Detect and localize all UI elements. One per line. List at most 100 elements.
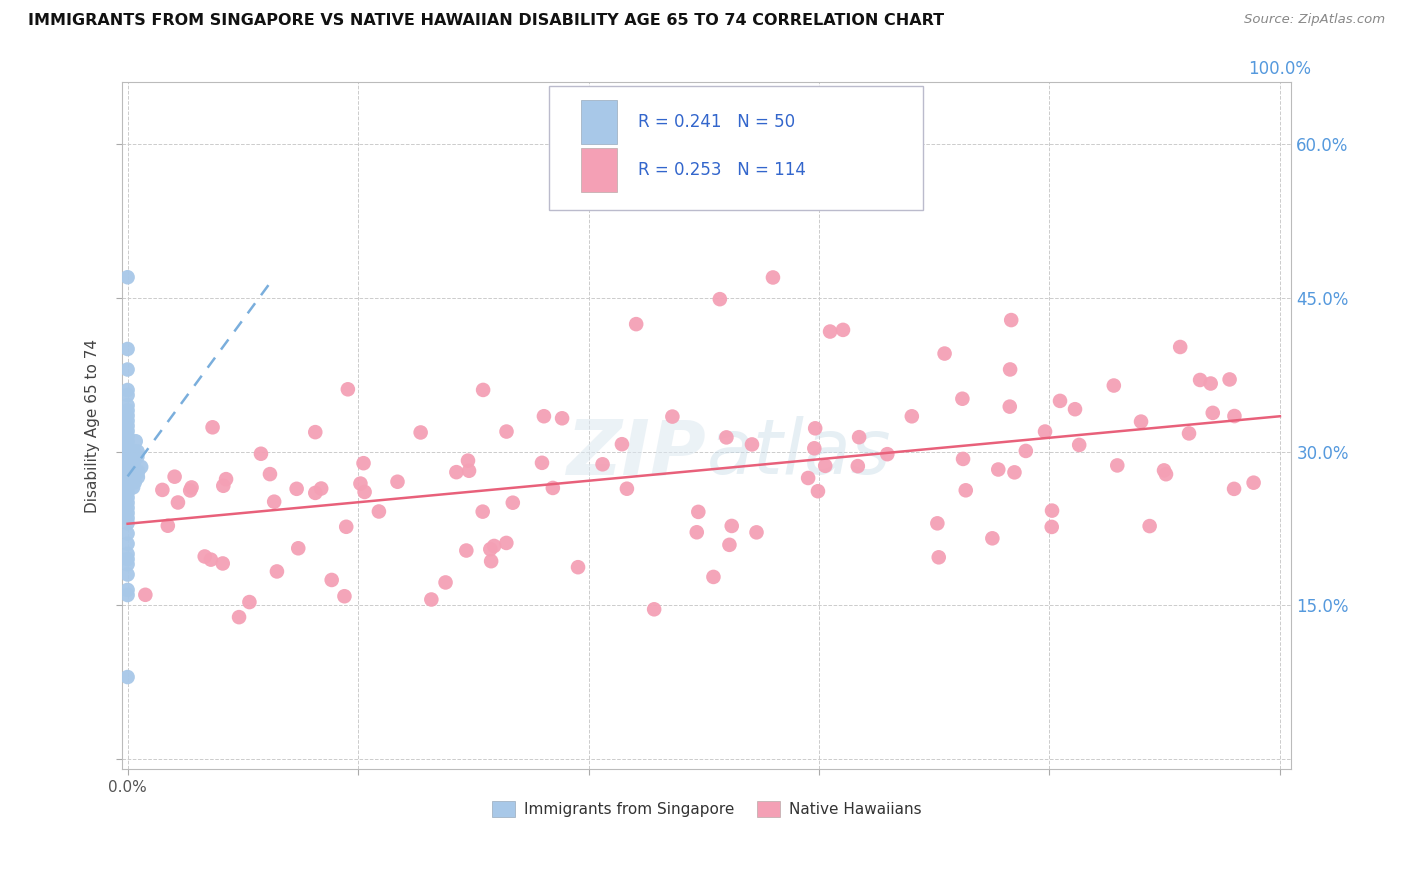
Point xyxy=(304,486,326,500)
Point xyxy=(129,459,152,474)
Point xyxy=(122,480,145,494)
Point xyxy=(250,447,273,461)
Point xyxy=(1000,313,1022,327)
Point xyxy=(848,430,870,444)
Point xyxy=(741,437,763,451)
Point xyxy=(349,476,371,491)
Point xyxy=(212,479,235,493)
Point xyxy=(1223,482,1246,496)
Point xyxy=(1130,415,1153,429)
Point xyxy=(117,506,139,520)
Y-axis label: Disability Age 65 to 74: Disability Age 65 to 74 xyxy=(86,339,100,513)
Point xyxy=(434,575,457,590)
Point xyxy=(998,400,1021,414)
Point xyxy=(479,542,502,557)
Point xyxy=(814,458,837,473)
Point xyxy=(117,567,139,582)
Point xyxy=(458,464,481,478)
Point xyxy=(167,495,190,509)
Point xyxy=(238,595,260,609)
Point xyxy=(117,414,139,428)
Point xyxy=(1064,402,1087,417)
Point xyxy=(117,480,139,494)
Point xyxy=(179,483,201,498)
Point xyxy=(502,496,524,510)
Point xyxy=(832,323,855,337)
Point xyxy=(1202,406,1225,420)
Point xyxy=(1107,458,1129,473)
Point xyxy=(121,450,143,464)
Point xyxy=(125,434,148,449)
Point xyxy=(720,519,742,533)
Legend: Immigrants from Singapore, Native Hawaiians: Immigrants from Singapore, Native Hawaii… xyxy=(485,796,928,823)
Point xyxy=(117,418,139,433)
Point xyxy=(624,317,647,331)
Point xyxy=(117,511,139,525)
Point xyxy=(807,484,830,499)
Text: atlas: atlas xyxy=(707,417,891,491)
Point xyxy=(309,482,332,496)
Point xyxy=(200,552,222,566)
Point xyxy=(287,541,309,556)
Point xyxy=(117,450,139,464)
Point xyxy=(472,383,495,397)
Point xyxy=(117,388,139,402)
Point xyxy=(981,531,1004,545)
Point xyxy=(117,398,139,412)
Point xyxy=(336,382,359,396)
Point xyxy=(846,459,869,474)
Point xyxy=(686,525,709,540)
Point xyxy=(1154,467,1177,482)
Text: Source: ZipAtlas.com: Source: ZipAtlas.com xyxy=(1244,13,1385,27)
Point xyxy=(803,442,825,456)
Point xyxy=(1219,372,1241,386)
Point xyxy=(876,447,898,461)
Point xyxy=(1168,340,1191,354)
Point xyxy=(420,592,443,607)
Point xyxy=(215,472,238,486)
Point xyxy=(1199,376,1222,391)
Point xyxy=(1040,520,1063,534)
Point xyxy=(901,409,924,424)
Point xyxy=(127,465,149,479)
Point xyxy=(482,539,505,553)
Point xyxy=(952,452,974,467)
Point xyxy=(117,475,139,490)
Point xyxy=(616,482,638,496)
Point xyxy=(456,543,478,558)
Point xyxy=(367,504,389,518)
Point xyxy=(122,455,145,469)
Point xyxy=(180,480,202,494)
Point xyxy=(117,362,139,376)
FancyBboxPatch shape xyxy=(548,86,922,210)
Point xyxy=(134,588,156,602)
Point xyxy=(1033,425,1056,439)
Point xyxy=(117,270,139,285)
Point xyxy=(127,470,149,484)
Point xyxy=(530,456,553,470)
Point xyxy=(950,392,973,406)
Point xyxy=(266,565,288,579)
Point xyxy=(1040,503,1063,517)
Point xyxy=(117,485,139,500)
Point xyxy=(745,525,768,540)
Point xyxy=(643,602,665,616)
Point xyxy=(156,518,179,533)
Point xyxy=(541,481,564,495)
Point xyxy=(117,403,139,417)
Point xyxy=(1004,466,1026,480)
Point xyxy=(321,573,343,587)
Point xyxy=(333,589,356,603)
Point xyxy=(533,409,555,424)
Point xyxy=(592,458,614,472)
Point xyxy=(124,475,146,490)
Point xyxy=(1015,444,1038,458)
Point xyxy=(661,409,683,424)
Point xyxy=(117,444,139,458)
Point xyxy=(353,485,375,500)
Point xyxy=(117,670,139,684)
Point xyxy=(117,429,139,443)
Point xyxy=(117,434,139,449)
Point xyxy=(928,550,950,565)
Point xyxy=(1153,463,1175,477)
